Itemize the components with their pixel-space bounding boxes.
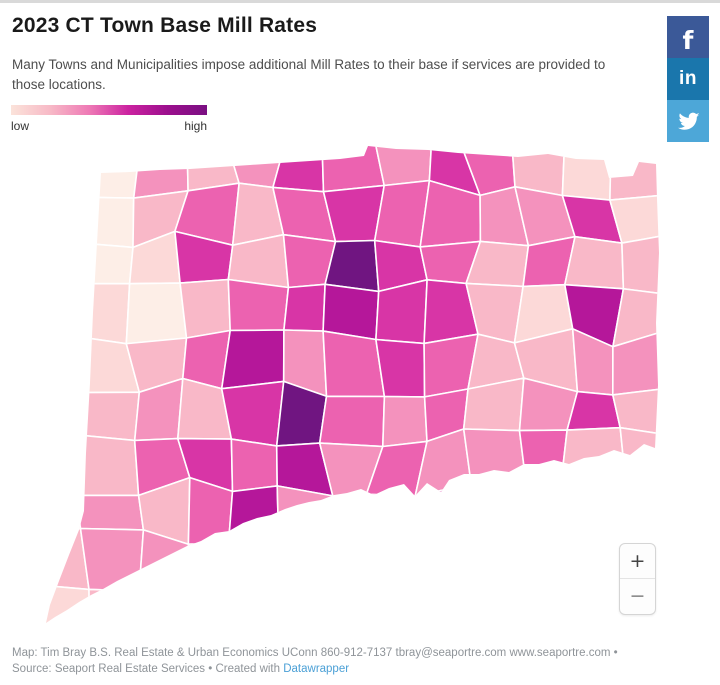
town-cell[interactable] xyxy=(611,493,669,535)
map-area: + − xyxy=(0,143,720,648)
town-cell[interactable] xyxy=(464,585,522,644)
town-cell[interactable] xyxy=(611,386,676,437)
town-cell[interactable] xyxy=(513,543,569,587)
town-cell[interactable] xyxy=(227,485,280,545)
town-cell[interactable] xyxy=(37,146,89,198)
town-cell[interactable] xyxy=(414,483,483,542)
town-cell[interactable] xyxy=(372,587,436,635)
town-cell[interactable] xyxy=(30,182,86,244)
town-cell[interactable] xyxy=(220,380,285,447)
town-cell[interactable] xyxy=(322,283,380,341)
town-cell[interactable] xyxy=(621,232,675,297)
town-cell[interactable] xyxy=(125,282,188,345)
town-cell[interactable] xyxy=(272,144,325,193)
town-cell[interactable] xyxy=(29,332,89,394)
town-cell[interactable] xyxy=(179,278,231,339)
town-cell[interactable] xyxy=(322,330,386,398)
town-cell[interactable] xyxy=(561,143,612,201)
town-cell[interactable] xyxy=(84,143,143,199)
town-cell[interactable] xyxy=(464,539,525,595)
town-cell[interactable] xyxy=(417,592,472,636)
town-cell[interactable] xyxy=(609,146,671,201)
town-cell[interactable] xyxy=(372,143,433,187)
town-cell[interactable] xyxy=(318,395,386,448)
town-cell[interactable] xyxy=(332,587,380,634)
town-cell[interactable] xyxy=(77,242,134,285)
town-cell[interactable] xyxy=(220,329,285,390)
town-cell[interactable] xyxy=(321,143,386,193)
town-cell[interactable] xyxy=(39,431,85,497)
zoom-in-button[interactable]: + xyxy=(620,544,655,579)
town-cell[interactable] xyxy=(76,494,145,531)
town-cell[interactable] xyxy=(132,143,189,199)
town-cell[interactable] xyxy=(88,588,140,642)
linkedin-icon: in xyxy=(679,68,697,89)
town-cell[interactable] xyxy=(522,486,565,547)
town-cell[interactable] xyxy=(563,582,618,641)
zoom-out-button[interactable]: − xyxy=(620,579,655,614)
town-cell[interactable] xyxy=(276,485,334,545)
town-cell[interactable] xyxy=(375,536,432,596)
town-cell[interactable] xyxy=(611,328,676,396)
town-cell[interactable] xyxy=(381,395,428,448)
page-title: 2023 CT Town Base Mill Rates xyxy=(12,14,318,37)
town-cell[interactable] xyxy=(331,531,380,592)
town-cell[interactable] xyxy=(42,280,89,340)
share-facebook-button[interactable]: f xyxy=(667,16,709,58)
town-cell[interactable] xyxy=(470,483,528,547)
town-cell[interactable] xyxy=(283,283,326,332)
datawrapper-link[interactable]: Datawrapper xyxy=(283,663,350,676)
town-cell[interactable] xyxy=(375,338,426,398)
town-cell[interactable] xyxy=(39,491,82,539)
town-cell[interactable] xyxy=(558,426,628,498)
town-cell[interactable] xyxy=(179,576,242,641)
twitter-bird-icon xyxy=(677,112,699,130)
town-cell[interactable] xyxy=(277,531,335,596)
town-cell[interactable] xyxy=(365,493,432,543)
share-twitter-button[interactable] xyxy=(667,100,709,142)
share-linkedin-button[interactable]: in xyxy=(667,58,709,100)
town-cell[interactable] xyxy=(331,493,378,543)
town-cell[interactable] xyxy=(77,391,141,442)
town-cell[interactable] xyxy=(77,282,131,345)
map-zoom-controls: + − xyxy=(619,543,656,615)
town-cell[interactable] xyxy=(76,434,140,497)
town-cell[interactable] xyxy=(227,542,287,596)
town-cell[interactable] xyxy=(462,428,528,489)
town-cell[interactable] xyxy=(273,590,335,627)
town-cell[interactable] xyxy=(563,235,625,290)
town-cell[interactable] xyxy=(227,278,290,332)
town-cell[interactable] xyxy=(29,389,85,437)
town-cell[interactable] xyxy=(562,532,614,587)
town-cell[interactable] xyxy=(79,527,145,592)
legend-low-label: low xyxy=(11,119,30,133)
town-cell[interactable] xyxy=(77,196,135,249)
town-cell[interactable] xyxy=(187,542,242,587)
town-cell[interactable] xyxy=(518,429,568,497)
facebook-icon: f xyxy=(682,25,694,55)
legend-gradient-bar xyxy=(11,105,207,115)
subtitle: Many Towns and Municipalities impose add… xyxy=(12,57,606,92)
town-cell[interactable] xyxy=(28,584,91,633)
town-cell[interactable] xyxy=(30,242,80,285)
ct-choropleth-map xyxy=(28,143,676,644)
town-cell[interactable] xyxy=(324,239,380,293)
footer-map-credit: Map: Tim Bray B.S. Real Estate & Urban E… xyxy=(12,647,618,659)
town-cell[interactable] xyxy=(127,576,192,642)
color-legend: low high xyxy=(11,105,207,133)
town-cell[interactable] xyxy=(513,582,569,644)
footer-source-credit: Source: Seaport Real Estate Services • C… xyxy=(12,663,284,676)
town-cell[interactable] xyxy=(224,584,287,629)
legend-high-label: high xyxy=(184,119,207,133)
attribution-footer: Map: Tim Bray B.S. Real Estate & Urban E… xyxy=(12,645,708,677)
town-cell[interactable] xyxy=(619,426,674,498)
town-cell[interactable] xyxy=(230,438,279,493)
town-cell[interactable] xyxy=(609,193,675,244)
town-cell[interactable] xyxy=(558,494,628,546)
town-cell[interactable] xyxy=(566,390,622,431)
share-buttons: f in xyxy=(667,16,709,142)
town-polygons-layer xyxy=(28,143,676,644)
town-cell[interactable] xyxy=(417,536,483,596)
